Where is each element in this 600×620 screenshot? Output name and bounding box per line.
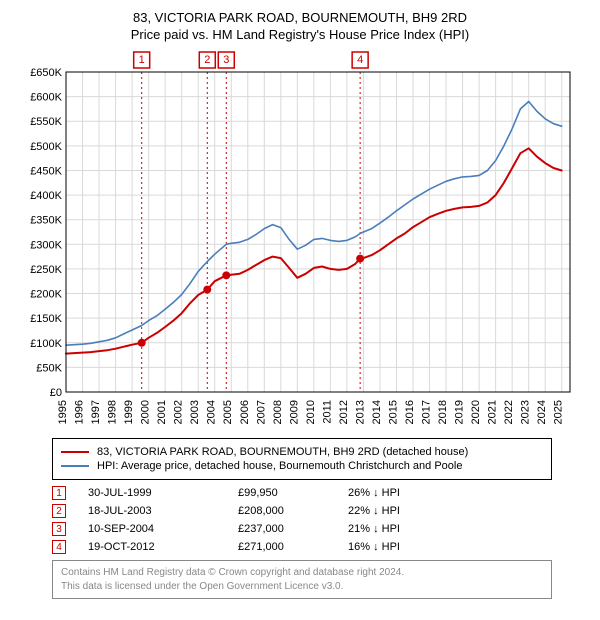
sales-row: 2 18-JUL-2003£208,00022% ↓ HPI: [52, 504, 552, 518]
legend: 83, VICTORIA PARK ROAD, BOURNEMOUTH, BH9…: [52, 438, 552, 480]
svg-text:2: 2: [204, 54, 210, 66]
svg-text:2000: 2000: [140, 400, 152, 424]
svg-text:£400K: £400K: [30, 190, 62, 202]
sales-table: 1 30-JUL-1999£99,95026% ↓ HPI 2 18-JUL-2003…: [52, 486, 552, 554]
sales-marker: 4: [52, 540, 66, 554]
svg-text:2003: 2003: [189, 400, 201, 424]
svg-text:£200K: £200K: [30, 289, 62, 301]
attribution: Contains HM Land Registry data © Crown c…: [52, 560, 552, 599]
svg-text:1997: 1997: [90, 400, 102, 424]
svg-text:1995: 1995: [57, 400, 69, 424]
sales-row: 4 19-OCT-2012£271,00016% ↓ HPI: [52, 540, 552, 554]
chart-container: 83, VICTORIA PARK ROAD, BOURNEMOUTH, BH9…: [0, 0, 600, 607]
svg-text:£100K: £100K: [30, 338, 62, 350]
svg-text:2016: 2016: [404, 400, 416, 424]
title-block: 83, VICTORIA PARK ROAD, BOURNEMOUTH, BH9…: [10, 10, 590, 42]
svg-text:2013: 2013: [354, 400, 366, 424]
svg-text:£550K: £550K: [30, 116, 62, 128]
svg-text:3: 3: [223, 54, 229, 66]
svg-text:2001: 2001: [156, 400, 168, 424]
svg-text:2011: 2011: [321, 400, 333, 424]
svg-text:2025: 2025: [553, 400, 565, 424]
svg-text:2019: 2019: [454, 400, 466, 424]
sales-date: 19-OCT-2012: [88, 541, 238, 553]
legend-label-property: 83, VICTORIA PARK ROAD, BOURNEMOUTH, BH9…: [97, 446, 468, 458]
svg-text:2006: 2006: [239, 400, 251, 424]
svg-text:£0: £0: [50, 387, 62, 399]
svg-text:2007: 2007: [255, 400, 267, 424]
sales-delta: 21% ↓ HPI: [348, 523, 468, 535]
sales-marker: 1: [52, 486, 66, 500]
svg-text:2024: 2024: [536, 400, 548, 424]
svg-text:1996: 1996: [74, 400, 86, 424]
svg-text:£600K: £600K: [30, 92, 62, 104]
legend-row-property: 83, VICTORIA PARK ROAD, BOURNEMOUTH, BH9…: [61, 446, 543, 458]
svg-text:2004: 2004: [206, 400, 218, 424]
svg-text:2008: 2008: [272, 400, 284, 424]
attribution-line1: Contains HM Land Registry data © Crown c…: [61, 566, 543, 580]
sales-marker: 2: [52, 504, 66, 518]
svg-text:£50K: £50K: [36, 362, 62, 374]
legend-label-hpi: HPI: Average price, detached house, Bour…: [97, 460, 462, 472]
svg-text:£500K: £500K: [30, 141, 62, 153]
svg-text:4: 4: [357, 54, 363, 66]
svg-text:2018: 2018: [437, 400, 449, 424]
sales-price: £237,000: [238, 523, 348, 535]
svg-text:£150K: £150K: [30, 313, 62, 325]
chart-area: £0 £50K £100K £150K £200K £250K £300K £350K £400…: [20, 48, 580, 428]
svg-text:2005: 2005: [222, 400, 234, 424]
chart-svg: £0 £50K £100K £150K £200K £250K £300K £350K £400…: [20, 48, 580, 428]
legend-row-hpi: HPI: Average price, detached house, Bour…: [61, 460, 543, 472]
svg-text:£300K: £300K: [30, 239, 62, 251]
svg-text:£650K: £650K: [30, 67, 62, 79]
svg-text:2022: 2022: [503, 400, 515, 424]
title-main: 83, VICTORIA PARK ROAD, BOURNEMOUTH, BH9…: [10, 10, 590, 25]
sales-price: £271,000: [238, 541, 348, 553]
svg-text:£250K: £250K: [30, 264, 62, 276]
svg-text:1998: 1998: [107, 400, 119, 424]
sales-date: 10-SEP-2004: [88, 523, 238, 535]
sales-delta: 26% ↓ HPI: [348, 487, 468, 499]
title-sub: Price paid vs. HM Land Registry's House …: [10, 27, 590, 42]
svg-text:£350K: £350K: [30, 215, 62, 227]
sales-date: 18-JUL-2003: [88, 505, 238, 517]
legend-swatch-hpi: [61, 465, 89, 467]
svg-text:1999: 1999: [123, 400, 135, 424]
svg-text:£450K: £450K: [30, 165, 62, 177]
svg-text:2010: 2010: [305, 400, 317, 424]
svg-text:2012: 2012: [338, 400, 350, 424]
sales-row: 1 30-JUL-1999£99,95026% ↓ HPI: [52, 486, 552, 500]
sales-delta: 16% ↓ HPI: [348, 541, 468, 553]
sales-date: 30-JUL-1999: [88, 487, 238, 499]
svg-text:2014: 2014: [371, 400, 383, 424]
svg-text:2020: 2020: [470, 400, 482, 424]
svg-text:2009: 2009: [288, 400, 300, 424]
sales-row: 3 10-SEP-2004£237,00021% ↓ HPI: [52, 522, 552, 536]
svg-text:2021: 2021: [487, 400, 499, 424]
legend-swatch-property: [61, 451, 89, 453]
sales-price: £208,000: [238, 505, 348, 517]
svg-text:2002: 2002: [173, 400, 185, 424]
svg-text:2023: 2023: [520, 400, 532, 424]
svg-text:2017: 2017: [421, 400, 433, 424]
attribution-line2: This data is licensed under the Open Gov…: [61, 580, 543, 594]
svg-text:2015: 2015: [387, 400, 399, 424]
svg-text:1: 1: [139, 54, 145, 66]
sales-delta: 22% ↓ HPI: [348, 505, 468, 517]
sales-marker: 3: [52, 522, 66, 536]
sales-price: £99,950: [238, 487, 348, 499]
